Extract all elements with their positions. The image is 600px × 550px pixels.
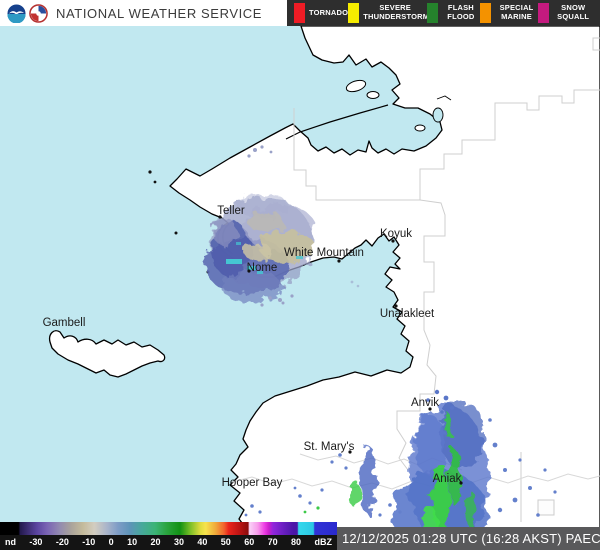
st-lawrence-island <box>48 330 166 378</box>
dbz-tick-60: 60 <box>244 537 255 547</box>
town-marker-white-mountain <box>337 259 341 263</box>
town-marker-teller <box>218 215 222 219</box>
town-marker-unalakleet <box>394 304 398 308</box>
town-label-gambell: Gambell <box>43 317 86 329</box>
header-logos <box>7 3 48 23</box>
special-marine-color-swatch <box>479 3 491 23</box>
flash-flood-label: FLASH FLOOD <box>447 3 475 21</box>
dbz-tick-40: 40 <box>197 537 208 547</box>
snow-squall-label: SNOW SQUALL <box>557 3 590 21</box>
lagoon-islands <box>345 79 426 132</box>
tornado-label: TORNADO <box>309 7 349 17</box>
town-marker-st-marys <box>348 450 352 454</box>
dbz-gradient-strip <box>0 522 337 535</box>
severe-thunderstorm-color-swatch <box>348 3 360 23</box>
radar-map[interactable]: Teller Nome White Mountain Koyuk Unalakleet G… <box>0 26 600 550</box>
warning-legend-item-snow-squall: SNOW SQUALL <box>538 3 593 23</box>
dbz-tick-80: 80 <box>291 537 302 547</box>
severe-thunderstorm-label: SEVERE THUNDERSTORM <box>363 3 430 21</box>
town-marker-nome <box>247 269 251 273</box>
town-marker-aniak <box>459 481 463 485</box>
dbz-tick--30: -30 <box>29 537 43 547</box>
nws-logo-icon <box>29 3 48 23</box>
dbz-tick--10: -10 <box>82 537 96 547</box>
town-label-aniak: Aniak <box>433 473 462 485</box>
noaa-logo-icon <box>7 3 26 23</box>
radar-echo-nome-teller <box>205 193 315 303</box>
warning-legend-item-special-marine: SPECIAL MARINE <box>479 3 539 23</box>
town-label-teller: Teller <box>217 205 245 217</box>
nws-header: NATIONAL WEATHER SERVICE TORNADO SEVERE T… <box>0 0 600 26</box>
dbz-tick-10: 10 <box>127 537 138 547</box>
special-marine-label: SPECIAL MARINE <box>499 3 534 21</box>
town-labels-layer: Teller Nome White Mountain Koyuk Unalakleet G… <box>43 205 463 489</box>
dbz-tick-labels: nd -30 -20 -10 0 10 20 30 40 50 60 70 80 dBZ <box>0 535 337 550</box>
town-label-st-marys: St. Mary's <box>304 441 355 453</box>
town-label-white-mountain: White Mountain <box>284 247 364 259</box>
flash-flood-color-swatch <box>427 3 439 23</box>
town-label-anvik: Anvik <box>411 397 439 409</box>
dbz-tick-50: 50 <box>220 537 231 547</box>
header-title: NATIONAL WEATHER SERVICE <box>56 5 263 21</box>
warning-legend-item-severe-thunderstorm: SEVERE THUNDERSTORM <box>348 3 430 23</box>
warning-legend-item-flash-flood: FLASH FLOOD <box>427 3 479 23</box>
timestamp-bar: 12/12/2025 01:28 UTC (16:28 AKST) PAEC <box>337 527 600 550</box>
town-label-unalakleet: Unalakleet <box>380 308 435 320</box>
town-label-nome: Nome <box>247 262 278 274</box>
river-squiggle <box>436 95 452 101</box>
radar-echo-nome-cyan-cores <box>226 242 303 274</box>
dbz-tick-dBZ: dBZ <box>314 537 332 547</box>
town-label-koyuk: Koyuk <box>380 228 412 240</box>
tornado-color-swatch <box>294 3 305 23</box>
snow-squall-color-swatch <box>538 3 550 23</box>
dbz-tick-0: 0 <box>108 537 114 547</box>
radar-echo-aniak-scatter <box>244 389 557 517</box>
zone-boundaries <box>231 37 600 522</box>
dbz-tick-nd: nd <box>5 537 16 547</box>
warning-legend-item-tornado: TORNADO <box>294 3 348 23</box>
dbz-tick-30: 30 <box>173 537 184 547</box>
radar-echo-nome-scatter <box>247 145 360 307</box>
dbz-tick-20: 20 <box>150 537 161 547</box>
town-marker-koyuk <box>391 239 395 243</box>
radar-map-canvas[interactable]: Teller Nome White Mountain Koyuk Unalakleet G… <box>0 26 600 550</box>
barrier-spit <box>285 104 389 140</box>
dbz-colorbar: nd -30 -20 -10 0 10 20 30 40 50 60 70 80 dBZ <box>0 522 337 550</box>
inland-lake <box>432 107 444 123</box>
town-label-hooper-bay: Hooper Bay <box>222 477 283 489</box>
dbz-tick--20: -20 <box>55 537 69 547</box>
town-marker-anvik <box>428 407 432 411</box>
dbz-tick-70: 70 <box>267 537 278 547</box>
warning-legend: TORNADO SEVERE THUNDERSTORM FLASH FLOOD SPE… <box>287 0 600 26</box>
